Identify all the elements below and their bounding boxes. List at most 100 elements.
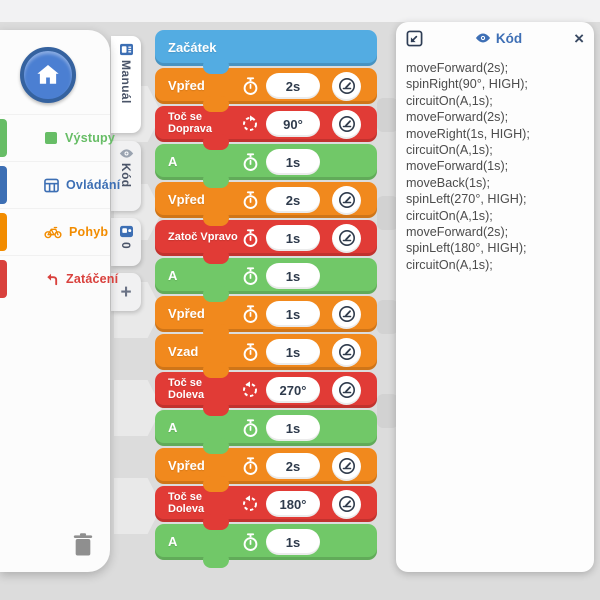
block-value-field[interactable]: 1s [266, 149, 320, 175]
tab-label: Kód [119, 163, 133, 188]
slides-icon [119, 225, 134, 238]
code-line: moveForward(2s); [406, 61, 509, 75]
code-line: spinRight(90°, HIGH); [406, 77, 528, 92]
tab-add[interactable]: + [111, 273, 141, 311]
timer-icon [240, 342, 260, 362]
block-value-field[interactable]: 2s [266, 73, 320, 99]
block-label: Toč se Doleva [168, 491, 205, 515]
block-toc-se-doleva[interactable]: Toč se Doleva 180° [155, 486, 377, 530]
sidebar-item-vystupy[interactable]: Výstupy [0, 114, 115, 161]
block-value-field[interactable]: 270° [266, 377, 320, 403]
timer-icon [240, 532, 260, 552]
sidebar-item-label: Zatáčení [66, 272, 119, 286]
sidebar-item-pohyb[interactable]: Pohyb [0, 208, 110, 255]
sidebar-item-ovladani[interactable]: Ovládání [0, 161, 120, 208]
block-value-field[interactable]: 2s [266, 453, 320, 479]
block-toc-se-doleva[interactable]: Toč se Doleva 270° [155, 372, 377, 416]
bike-icon [44, 225, 62, 239]
block-label: Zatoč Vpravo [168, 231, 238, 244]
block-label: Toč se Doleva [168, 377, 205, 401]
block-value-field[interactable]: 1s [266, 225, 320, 251]
block-label: Vzad [168, 344, 199, 360]
manual-icon [119, 43, 134, 56]
ghost-slot [377, 394, 398, 428]
block-value-field[interactable]: 90° [266, 111, 320, 137]
rotate-ccw-icon [240, 495, 260, 513]
timer-icon [240, 266, 260, 286]
rotate-ccw-icon [240, 381, 260, 399]
category-color-bar [0, 166, 7, 204]
tab-label: Manuál [119, 60, 133, 104]
code-line: moveRight(1s, HIGH); [406, 126, 530, 141]
close-icon[interactable]: × [574, 28, 584, 48]
code-line: circuitOn(A,1s); [406, 257, 493, 272]
eye-icon [475, 32, 491, 44]
block-vpred[interactable]: Vpřed 2s [155, 68, 377, 112]
speed-button[interactable] [332, 489, 361, 519]
block-zacatek[interactable]: Začátek [155, 30, 377, 74]
block-value-field[interactable]: 1s [266, 301, 320, 327]
block-a[interactable]: A 1s [155, 524, 377, 568]
block-zatoc-vpravo[interactable]: Zatoč Vpravo 1s [155, 220, 377, 264]
block-value-field[interactable]: 180° [266, 491, 320, 517]
block-value-field[interactable]: 1s [266, 415, 320, 441]
timer-icon [240, 76, 260, 96]
home-icon [33, 60, 63, 90]
speed-button[interactable] [332, 451, 361, 481]
tab-projects[interactable]: 0 [111, 218, 141, 266]
block-vpred[interactable]: Vpřed 2s [155, 182, 377, 226]
code-line: circuitOn(A,1s); [406, 208, 493, 223]
top-strip [0, 0, 600, 22]
block-toc-se-doprava[interactable]: Toč se Doprava 90° [155, 106, 377, 150]
home-button[interactable] [20, 47, 76, 103]
speed-button[interactable] [332, 71, 361, 101]
trash-button[interactable] [72, 532, 96, 558]
sidebar-item-label: Pohyb [69, 225, 109, 239]
block-value-field[interactable]: 1s [266, 339, 320, 365]
expand-icon[interactable] [406, 30, 423, 47]
block-vzad[interactable]: Vzad 1s [155, 334, 377, 378]
speed-button[interactable] [332, 223, 361, 253]
block-label: Vpřed [168, 458, 205, 474]
code-line: moveForward(2s); [406, 110, 509, 125]
block-a[interactable]: A 1s [155, 258, 377, 302]
plus-icon: + [120, 281, 132, 303]
table-icon [44, 178, 59, 193]
speed-button[interactable] [332, 337, 361, 367]
block-value-field[interactable]: 2s [266, 187, 320, 213]
ghost-slot [377, 98, 398, 132]
block-label: Vpřed [168, 306, 205, 322]
sidebar-item-zataceni[interactable]: Zatáčení [0, 255, 118, 302]
eye-icon [119, 148, 134, 159]
turn-arrow-icon [44, 272, 59, 287]
speed-button[interactable] [332, 299, 361, 329]
block-label: A [168, 534, 178, 550]
block-stack: Začátek Vpřed 2s Toč se Doprava 90° A 1s Vpřed 2… [155, 30, 377, 568]
code-line: moveForward(1s); [406, 159, 509, 174]
tab-manual[interactable]: Manuál [111, 36, 141, 133]
code-panel: Kód × moveForward(2s); spinRight(90°, HIG… [396, 22, 594, 572]
code-title-label: Kód [495, 30, 523, 46]
category-color-bar [0, 260, 7, 298]
square-icon [44, 131, 58, 145]
timer-icon [240, 456, 260, 476]
code-line: circuitOn(A,1s); [406, 143, 493, 158]
speed-button[interactable] [332, 185, 361, 215]
tab-kod[interactable]: Kód [111, 141, 141, 211]
block-a[interactable]: A 1s [155, 144, 377, 188]
code-line: moveForward(2s); [406, 225, 509, 240]
block-vpred[interactable]: Vpřed 2s [155, 448, 377, 492]
block-value-field[interactable]: 1s [266, 263, 320, 289]
block-a[interactable]: A 1s [155, 410, 377, 454]
rotate-cw-icon [240, 115, 260, 133]
ghost-slot [377, 300, 398, 334]
block-label: Vpřed [168, 78, 205, 94]
speed-button[interactable] [332, 109, 361, 139]
block-value-field[interactable]: 1s [266, 529, 320, 555]
code-content: moveForward(2s); spinRight(90°, HIGH); cir… [396, 54, 594, 279]
block-label: Toč se Doprava [168, 111, 213, 135]
block-vpred[interactable]: Vpřed 1s [155, 296, 377, 340]
code-panel-title: Kód [475, 31, 522, 46]
speed-button[interactable] [332, 375, 361, 405]
